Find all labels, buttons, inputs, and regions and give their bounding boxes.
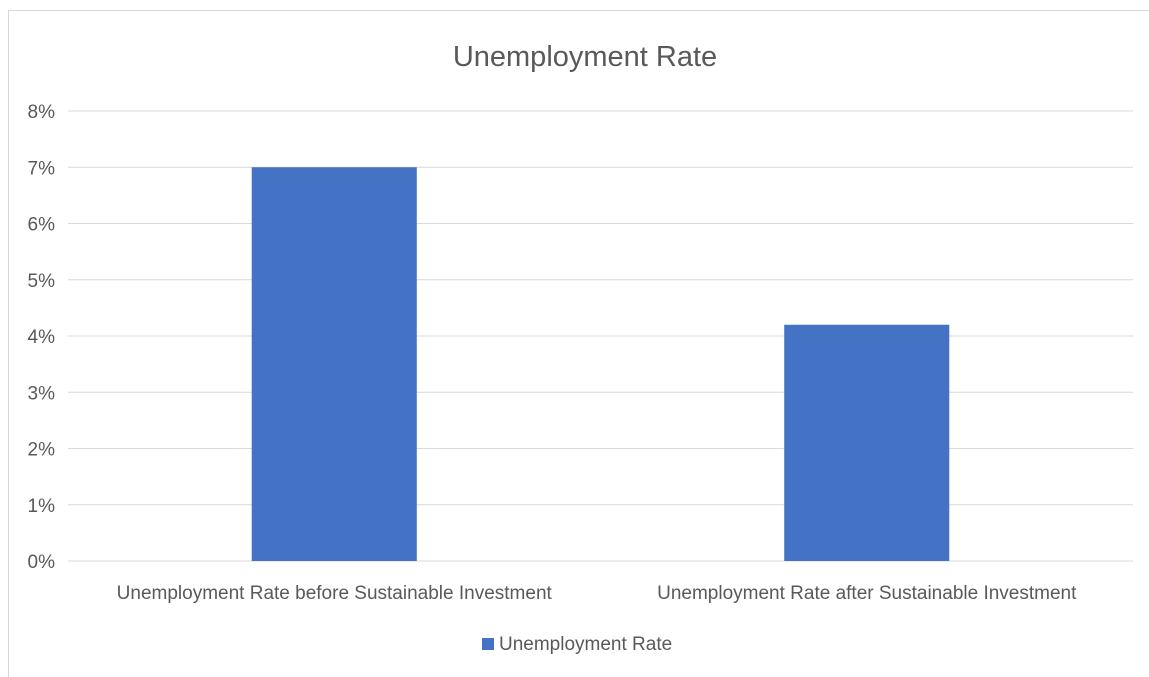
y-tick-label: 8% (28, 102, 56, 123)
y-tick-label: 5% (28, 271, 56, 292)
y-tick-label: 3% (28, 383, 56, 404)
x-tick-label: Unemployment Rate before Sustainable Inv… (117, 583, 553, 604)
legend-label: Unemployment Rate (499, 634, 672, 655)
bar (251, 167, 417, 561)
legend: Unemployment Rate (482, 634, 672, 655)
legend-swatch (482, 638, 494, 650)
y-tick-label: 6% (28, 215, 56, 236)
y-tick-label: 4% (28, 327, 56, 348)
chart-frame (8, 10, 1149, 677)
y-tick-label: 7% (28, 158, 56, 179)
chart-title: Unemployment Rate (453, 41, 717, 73)
x-axis-ticks: Unemployment Rate before Sustainable Inv… (117, 583, 1077, 604)
y-tick-label: 1% (28, 496, 56, 517)
bar (784, 324, 950, 561)
y-tick-label: 2% (28, 440, 56, 461)
y-axis-ticks: 0% 1% 2% 3% 4% 5% 6% 7% 8% (28, 102, 56, 573)
gridlines (68, 110, 1133, 562)
x-tick-label: Unemployment Rate after Sustainable Inve… (657, 583, 1077, 604)
y-tick-label: 0% (28, 552, 56, 573)
bars (251, 167, 950, 561)
